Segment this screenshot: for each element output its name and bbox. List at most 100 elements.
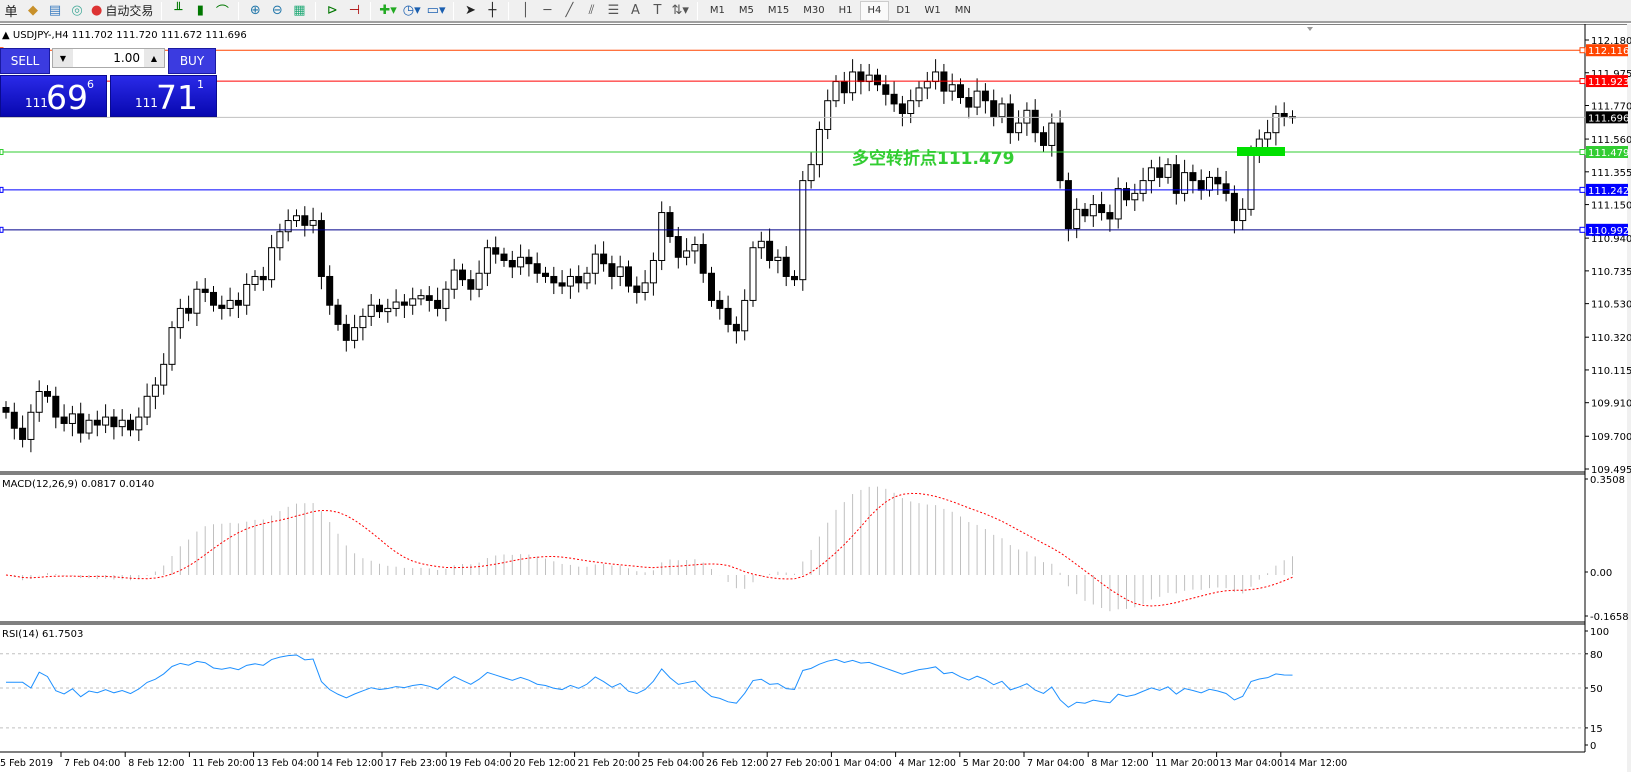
bear-candle bbox=[965, 97, 973, 108]
lot-decrease-button[interactable]: ▼ bbox=[53, 49, 73, 67]
bull-candle bbox=[417, 295, 425, 300]
timeframe-m15[interactable]: M15 bbox=[767, 5, 790, 16]
pivot-marker bbox=[1237, 147, 1285, 156]
level-handle bbox=[1579, 226, 1586, 233]
timeframe-m5[interactable]: M5 bbox=[738, 5, 754, 16]
menu-fragment[interactable]: 单 bbox=[4, 5, 18, 20]
timeframe-d1[interactable]: D1 bbox=[896, 5, 911, 16]
sell-button[interactable]: SELL bbox=[0, 48, 50, 74]
bear-candle bbox=[500, 253, 508, 261]
timeframe-h4[interactable]: H4 bbox=[859, 0, 890, 21]
market-watch-icon[interactable]: ◆ bbox=[28, 3, 38, 18]
time-axis-label: 27 Feb 20:00 bbox=[770, 758, 832, 769]
equidistant-channel-icon[interactable]: ⫽ bbox=[588, 3, 595, 18]
level-price-tag bbox=[1586, 111, 1628, 124]
timeframe-m30[interactable]: M30 bbox=[803, 5, 825, 16]
bear-candle bbox=[259, 275, 267, 281]
level-handle bbox=[0, 226, 4, 233]
bear-candle bbox=[342, 323, 350, 341]
bull-candle bbox=[27, 411, 35, 440]
tile-windows-icon[interactable]: ▦ bbox=[293, 3, 306, 18]
horizontal-line-icon[interactable]: ─ bbox=[543, 3, 552, 18]
vertical-line-icon[interactable]: │ bbox=[521, 3, 530, 18]
bull-candle bbox=[973, 90, 981, 108]
time-axis-label: 20 Feb 12:00 bbox=[513, 758, 575, 769]
indicators-icon[interactable]: ✚▾ bbox=[379, 3, 397, 18]
text-label-icon[interactable]: T bbox=[653, 3, 662, 18]
divider bbox=[370, 1, 372, 20]
time-axis-label: 25 Feb 04:00 bbox=[642, 758, 704, 769]
bear-candle bbox=[1280, 112, 1288, 118]
bull-candle bbox=[367, 304, 375, 317]
bear-candle bbox=[326, 275, 334, 306]
level-handle bbox=[1579, 47, 1586, 54]
line-chart-icon[interactable]: ⌒ bbox=[215, 5, 229, 20]
text-icon[interactable]: A bbox=[631, 3, 640, 18]
periods-icon[interactable]: ◷▾ bbox=[402, 3, 421, 18]
cursor-icon[interactable]: ➤ bbox=[465, 3, 476, 18]
time-axis-label: 17 Feb 23:00 bbox=[385, 758, 447, 769]
bull-candle bbox=[1048, 122, 1056, 146]
bear-candle bbox=[840, 81, 848, 94]
timeframe-w1[interactable]: W1 bbox=[924, 5, 941, 16]
navigator-icon[interactable]: ◎ bbox=[71, 3, 83, 18]
fibonacci-icon[interactable]: ☰ bbox=[607, 3, 620, 18]
lot-increase-button[interactable]: ▲ bbox=[144, 49, 164, 67]
auto-trading-button[interactable]: ● 自动交易 bbox=[88, 1, 156, 21]
buy-button[interactable]: BUY bbox=[168, 48, 216, 74]
zoom-out-icon[interactable]: ⊖ bbox=[271, 3, 283, 18]
timeframe-m1[interactable]: M1 bbox=[709, 5, 725, 16]
bull-candle bbox=[741, 299, 749, 332]
bear-candle bbox=[2, 406, 10, 413]
auto-scroll-icon[interactable]: ⊳ bbox=[326, 3, 338, 18]
level-handle bbox=[0, 149, 4, 156]
bull-candle bbox=[583, 272, 591, 284]
bear-candle bbox=[666, 212, 674, 238]
sell-price-big: 69 bbox=[46, 78, 88, 117]
data-window-icon[interactable]: ▤ bbox=[48, 3, 62, 18]
sell-price[interactable]: 111 69 6 bbox=[0, 75, 107, 117]
auto-trading-icon: ● bbox=[91, 3, 103, 18]
bear-candle bbox=[52, 395, 60, 418]
arrows-icon[interactable]: ⇅▾ bbox=[671, 3, 689, 18]
price-tick-label: 110.115 bbox=[1591, 366, 1631, 377]
bull-candle bbox=[932, 71, 940, 83]
bull-candle bbox=[757, 240, 765, 249]
bear-candle bbox=[1098, 204, 1106, 214]
chart-shift-icon[interactable]: ⊣ bbox=[348, 3, 361, 18]
price-tick-label: 112.180 bbox=[1591, 36, 1631, 47]
time-axis-label: 5 Mar 20:00 bbox=[963, 758, 1020, 769]
templates-icon[interactable]: ▭▾ bbox=[426, 3, 446, 18]
timeframe-mn[interactable]: MN bbox=[954, 5, 971, 16]
trendline-icon[interactable]: ╱ bbox=[565, 3, 574, 18]
sell-price-small: 111 bbox=[25, 96, 48, 110]
lot-size-stepper[interactable]: ▼ 1.00 ▲ bbox=[52, 48, 165, 68]
level-price-label: 112.116 bbox=[1588, 46, 1629, 57]
collapse-arrow-icon[interactable]: ▲ bbox=[2, 30, 13, 41]
price-tick-label: 111.975 bbox=[1591, 69, 1631, 80]
timeframe-h1[interactable]: H1 bbox=[838, 5, 853, 16]
bull-candle bbox=[1139, 180, 1147, 194]
bar-chart-icon[interactable]: ╨ bbox=[174, 3, 183, 18]
bull-candle bbox=[276, 231, 284, 249]
chart-area[interactable]: 112.180 111.975 111.770 111.560 111.355 111.1… bbox=[0, 24, 1631, 772]
lot-input[interactable]: 1.00 bbox=[113, 51, 140, 65]
level-price-tag bbox=[1586, 223, 1628, 236]
bear-candle bbox=[874, 74, 881, 86]
zoom-in-icon[interactable]: ⊕ bbox=[249, 3, 261, 18]
bear-candle bbox=[732, 323, 740, 332]
buy-price[interactable]: 111 71 1 bbox=[110, 75, 217, 117]
bear-candle bbox=[334, 304, 342, 325]
bull-candle bbox=[384, 307, 392, 313]
bear-candle bbox=[699, 244, 707, 274]
bull-candle bbox=[1114, 188, 1122, 220]
bull-candle bbox=[68, 413, 76, 424]
level-handle bbox=[1579, 186, 1586, 193]
bear-candle bbox=[674, 236, 682, 258]
level-price-label: 111.479 bbox=[1588, 148, 1629, 159]
candlestick-icon[interactable]: ▮ bbox=[196, 3, 204, 18]
bear-candle bbox=[10, 411, 18, 429]
crosshair-icon[interactable]: ┼ bbox=[488, 3, 497, 18]
bull-candle bbox=[351, 327, 359, 341]
auto-trading-label: 自动交易 bbox=[105, 4, 154, 18]
